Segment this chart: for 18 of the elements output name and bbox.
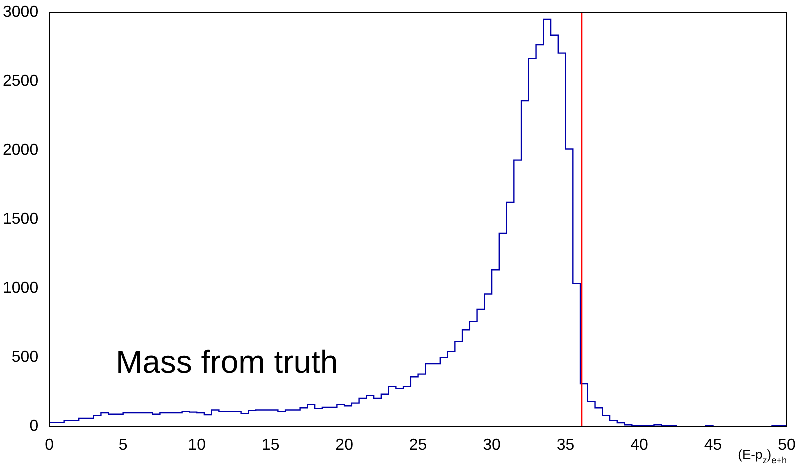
x-tick-label: 15 — [262, 436, 280, 454]
x-tick-label: 45 — [704, 436, 722, 454]
y-tick-label: 1000 — [3, 280, 39, 298]
x-tick-label: 20 — [336, 436, 354, 454]
x-tick-label: 0 — [45, 436, 54, 454]
y-tick-label: 1500 — [3, 211, 39, 228]
x-tick-label: 25 — [409, 436, 428, 454]
y-tick-label: 2500 — [3, 73, 39, 90]
x-tick-label: 5 — [118, 436, 128, 454]
x-tick-label: 35 — [556, 436, 575, 454]
x-tick-label: 10 — [188, 436, 206, 454]
y-tick-label: 3000 — [3, 4, 39, 22]
annotation: Mass from truth — [116, 344, 338, 380]
x-tick-label: 30 — [483, 436, 502, 454]
y-tick-label: 0 — [30, 418, 39, 436]
y-tick-label: 500 — [12, 349, 39, 366]
y-tick-label: 2000 — [3, 142, 39, 160]
x-tick-label: 40 — [630, 436, 649, 454]
